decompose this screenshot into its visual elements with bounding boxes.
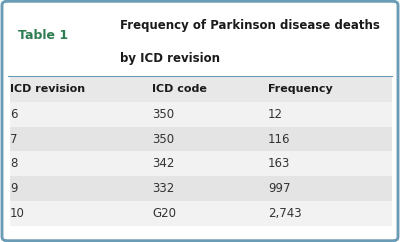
Bar: [10, 176, 392, 201]
Bar: [10, 102, 392, 127]
Text: 2,743: 2,743: [268, 207, 302, 220]
Text: 10: 10: [10, 207, 25, 220]
Text: 350: 350: [152, 133, 174, 145]
Text: Table 1: Table 1: [18, 29, 68, 42]
Text: by ICD revision: by ICD revision: [120, 52, 220, 65]
Text: ICD code: ICD code: [152, 84, 207, 94]
Text: Frequency of Parkinson disease deaths: Frequency of Parkinson disease deaths: [120, 19, 380, 32]
Bar: [10, 127, 392, 151]
Text: 163: 163: [268, 158, 290, 170]
Text: ICD revision: ICD revision: [10, 84, 85, 94]
Text: Frequency: Frequency: [268, 84, 333, 94]
Text: 6: 6: [10, 108, 18, 121]
Text: 12: 12: [268, 108, 283, 121]
Bar: [10, 201, 392, 226]
Text: 7: 7: [10, 133, 18, 145]
Text: 9: 9: [10, 182, 18, 195]
Bar: [10, 151, 392, 176]
Text: 350: 350: [152, 108, 174, 121]
Bar: [8, 5, 392, 76]
Text: 342: 342: [152, 158, 174, 170]
Text: G20: G20: [152, 207, 176, 220]
Text: 332: 332: [152, 182, 174, 195]
Text: 997: 997: [268, 182, 290, 195]
Text: 8: 8: [10, 158, 17, 170]
Bar: [10, 76, 392, 102]
Text: 116: 116: [268, 133, 290, 145]
